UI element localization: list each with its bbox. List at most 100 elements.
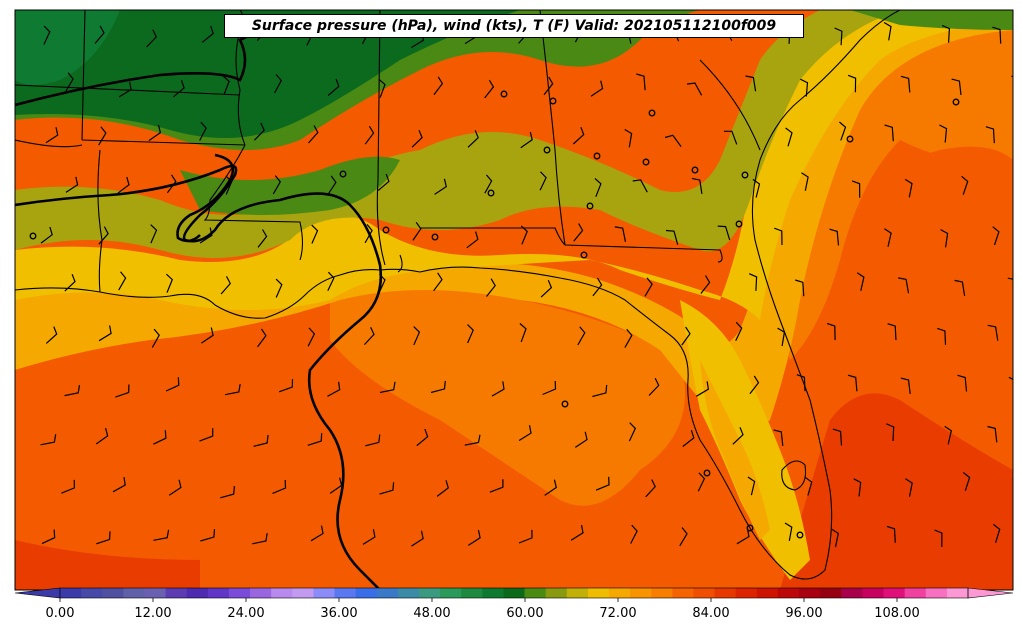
wind-barb: [884, 228, 892, 247]
wind-barb: [681, 326, 691, 346]
wind-barb: [434, 178, 447, 195]
wind-barb: [628, 422, 637, 442]
wind-barb: [165, 377, 180, 392]
wind-barb: [45, 127, 59, 144]
wind-barb: [801, 172, 809, 191]
wind-barb: [200, 529, 216, 542]
wind-barb: [166, 174, 177, 194]
wind-barb: [98, 226, 109, 245]
station-marker: [561, 400, 569, 408]
station-marker: [746, 524, 754, 532]
field-dark-green: [15, 10, 520, 138]
wind-barb: [275, 278, 283, 298]
colorbar-tick-label: 12.00: [134, 606, 172, 621]
wind-barb: [362, 529, 376, 545]
wind-barb: [632, 179, 648, 193]
wind-barb: [412, 221, 422, 241]
wind-barb: [115, 384, 130, 398]
wind-barb: [146, 29, 158, 48]
wind-barb: [992, 226, 1000, 246]
field-deep-red: [780, 393, 1013, 590]
wind-barb: [697, 472, 706, 492]
wind-barb: [151, 328, 160, 348]
station-marker: [648, 109, 656, 117]
wind-barb: [577, 326, 586, 346]
wind-barb: [905, 478, 913, 497]
wind-barb: [940, 229, 949, 248]
wind-barb: [153, 430, 167, 445]
state-border-ms-al: [376, 10, 386, 266]
colorbar-tick-label: 24.00: [227, 606, 265, 621]
wind-barb: [112, 477, 126, 493]
colorbar-segment: [228, 588, 251, 598]
colorbar-segment: [102, 588, 124, 598]
colorbar-segment: [630, 588, 652, 598]
wind-barb: [64, 273, 76, 292]
colorbar-tick-label: 96.00: [785, 606, 823, 621]
station-marker: [487, 189, 495, 197]
wind-barb: [732, 427, 744, 445]
wind-barb: [467, 324, 474, 344]
wind-barb: [411, 129, 423, 148]
colorbar-segment: [355, 588, 378, 598]
wind-barb: [433, 76, 444, 96]
colorbar-segment: [81, 588, 103, 598]
isobar-mid: [15, 164, 383, 590]
colorbar-segment: [693, 588, 716, 598]
colorbar-tick-label: 108.00: [874, 606, 920, 621]
wind-barb: [832, 428, 843, 446]
state-border-ok: [15, 139, 83, 148]
field-deep-red-west: [15, 540, 200, 590]
station-marker: [543, 146, 551, 154]
wind-barb: [590, 80, 604, 97]
wind-barb: [636, 73, 646, 91]
wind-barb: [378, 78, 386, 98]
station-marker: [741, 171, 749, 179]
lake-okeechobee: [781, 460, 807, 491]
wind-barb: [572, 126, 585, 145]
wind-barb: [518, 425, 532, 442]
wind-barb: [430, 380, 446, 394]
wind-barb: [847, 74, 857, 93]
station-marker: [431, 233, 439, 241]
gulf-coastline: [15, 10, 901, 580]
wind-barb: [307, 327, 316, 347]
wind-barb: [519, 323, 527, 343]
field-florida: [680, 300, 810, 580]
state-border-la-ms: [203, 144, 304, 261]
wind-barb: [961, 175, 969, 195]
wind-barb: [630, 524, 638, 544]
wind-barb: [665, 229, 679, 245]
wind-barb: [43, 25, 51, 45]
wind-barb: [934, 529, 943, 548]
wind-barb: [466, 231, 479, 249]
wind-barb: [962, 472, 971, 491]
wind-barb: [257, 328, 267, 348]
station-marker: [382, 226, 390, 234]
wind-barb: [467, 529, 481, 546]
colorbar-segment: [735, 588, 758, 598]
wind-barb: [40, 434, 57, 446]
wind-barb: [118, 81, 132, 98]
wind-barb: [700, 275, 711, 294]
colorbar: [14, 587, 1014, 602]
wind-barb: [225, 175, 233, 195]
wind-barb: [796, 374, 806, 392]
wind-barb: [520, 225, 528, 245]
wind-barb: [274, 74, 283, 94]
state-border-al-ga: [539, 10, 566, 246]
wind-barb: [886, 423, 895, 442]
wind-barb: [201, 25, 214, 43]
field-florida-inner: [700, 360, 770, 540]
wind-barb: [518, 529, 533, 544]
wind-barb: [542, 380, 557, 396]
station-marker: [796, 531, 804, 539]
station-marker: [735, 220, 743, 228]
wind-barb: [745, 75, 757, 92]
wind-barb: [95, 427, 109, 445]
colorbar-segment: [60, 588, 82, 598]
wind-barb: [379, 482, 395, 495]
wind-barb: [327, 381, 341, 397]
station-marker: [952, 98, 960, 106]
colorbar-segment: [123, 588, 145, 598]
